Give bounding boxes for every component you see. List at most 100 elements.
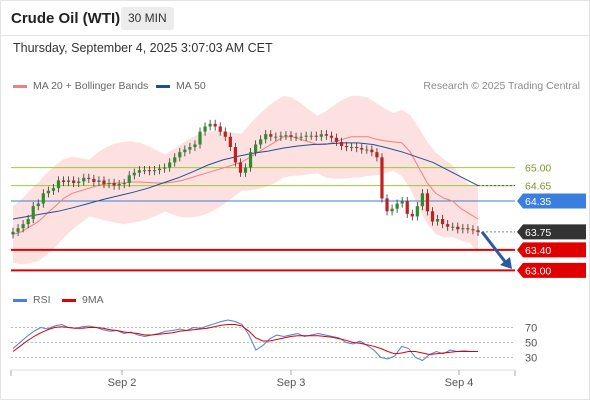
candle-body: [430, 211, 435, 222]
candle-body: [324, 134, 328, 136]
candle-body: [466, 228, 470, 230]
candle-body: [238, 162, 243, 173]
rsi-9ma-line: [12, 324, 478, 356]
ma20-line: [12, 136, 479, 235]
candle-body: [152, 170, 157, 172]
candle-body: [66, 180, 71, 182]
candle-body: [31, 206, 35, 219]
candle-body: [193, 144, 197, 148]
timeframe-badge[interactable]: 30 MIN: [121, 7, 174, 30]
candle-body: [77, 181, 81, 184]
candle-body: [451, 226, 455, 228]
candle-body: [279, 135, 283, 137]
candle-body: [188, 147, 192, 150]
candle-body: [264, 134, 268, 140]
candle-body: [223, 131, 227, 137]
level-tag-label-pivot: 64.35: [525, 196, 551, 208]
level-tag-label-current: 63.75: [525, 227, 551, 239]
x-tick-label: Sep 2: [108, 377, 137, 389]
ma50-swatch: [156, 84, 170, 88]
candle-body: [309, 135, 313, 137]
candle-body: [46, 190, 50, 194]
candle-body: [304, 135, 308, 137]
candle-body: [203, 126, 207, 132]
candle-body: [415, 206, 419, 217]
candle-body: [56, 180, 61, 189]
candle-body: [294, 136, 298, 138]
level-tag-support: [517, 242, 586, 258]
candle-body: [16, 228, 20, 232]
candle-body: [329, 135, 334, 138]
legend-ma50: MA 50: [156, 80, 206, 92]
candle-body: [61, 180, 66, 182]
candle-body: [228, 136, 232, 148]
rsi-label: RSI: [33, 294, 51, 306]
9ma-label: 9MA: [82, 294, 104, 306]
rsi-level-label: 30: [525, 353, 537, 365]
forecast-arrow-head: [500, 257, 512, 269]
candle-body: [284, 135, 288, 137]
candle-body: [122, 183, 126, 185]
level-label-resistance: 65.00: [525, 163, 551, 175]
level-tag-label-support: 63.00: [525, 265, 551, 277]
level-tag-support: [517, 262, 586, 278]
candle-body: [117, 184, 121, 186]
candle-body: [132, 172, 136, 176]
candle-body: [248, 152, 253, 168]
candle-body: [420, 193, 425, 207]
candle-body: [289, 135, 293, 137]
candle-body: [274, 136, 278, 138]
candle-body: [163, 167, 167, 169]
candle-body: [390, 208, 394, 212]
candle-body: [82, 177, 86, 182]
candle-body: [107, 183, 111, 185]
candle-body: [168, 162, 172, 168]
candle-body: [471, 229, 475, 231]
forecast-arrow-shaft: [480, 230, 509, 266]
candle-body: [41, 193, 45, 204]
ma50-line: [12, 142, 479, 220]
candle-body: [344, 146, 349, 148]
candle-body: [456, 226, 460, 230]
candle-body: [461, 228, 465, 230]
x-tick-label: Sep 4: [445, 377, 474, 389]
bollinger-swatch: [13, 84, 27, 88]
bollinger-band-area: [13, 95, 478, 265]
candle-body: [26, 218, 30, 225]
ma50-label: MA 50: [176, 80, 206, 92]
candle-body: [233, 147, 237, 163]
level-tag-current: [517, 224, 586, 240]
candle-body: [370, 149, 374, 153]
candle-body: [314, 135, 318, 137]
candle-body: [425, 193, 430, 212]
candle-body: [72, 180, 76, 184]
candle-body: [87, 177, 91, 179]
candle-body: [395, 203, 399, 209]
candle-body: [21, 224, 25, 229]
rsi-level-label: 70: [525, 323, 537, 335]
candle-body: [208, 123, 212, 127]
candle-body: [183, 149, 187, 153]
candle-body: [198, 131, 202, 145]
candle-body: [36, 203, 40, 207]
chart-header: Crude Oil (WTI) 30 MIN: [0, 0, 590, 36]
level-label-resistance: 64.65: [525, 181, 551, 193]
candle-body: [243, 167, 248, 173]
candle-body: [178, 152, 182, 158]
candle-body: [355, 147, 359, 149]
bollinger-label: MA 20 + Bollinger Bands: [33, 80, 149, 92]
rsi-swatch: [13, 298, 27, 302]
instrument-title: Crude Oil (WTI): [11, 10, 121, 27]
candle-body: [365, 149, 369, 151]
candle-body: [97, 180, 101, 182]
candle-body: [112, 183, 116, 186]
9ma-swatch: [62, 298, 76, 302]
candle-body: [339, 141, 344, 147]
candle-body: [400, 201, 404, 204]
candle-body: [476, 230, 480, 232]
candle-body: [435, 218, 440, 222]
candle-body: [157, 168, 162, 171]
candle-body: [380, 157, 384, 199]
legend-rsi: RSI: [13, 294, 51, 306]
